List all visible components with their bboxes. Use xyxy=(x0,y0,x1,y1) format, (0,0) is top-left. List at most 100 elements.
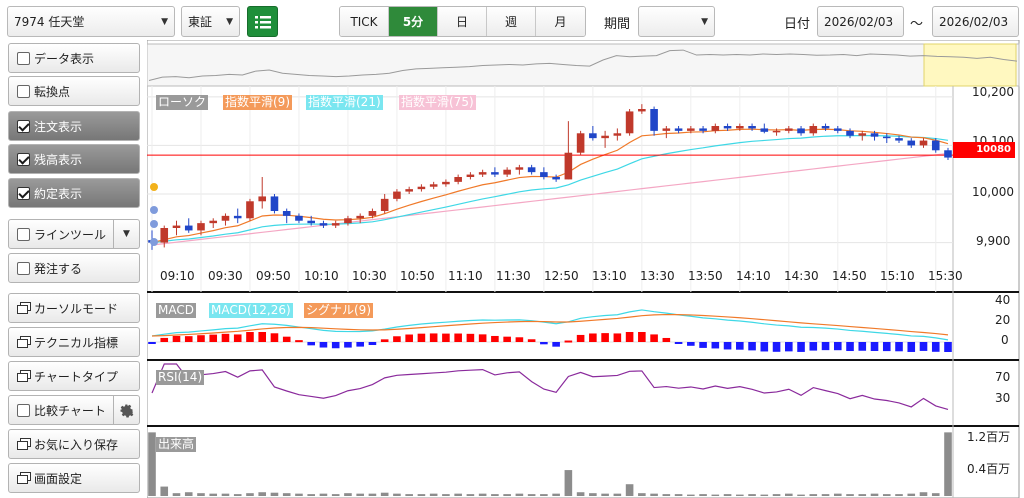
candle-body xyxy=(589,133,597,139)
candle-body xyxy=(748,126,756,129)
volume-bar xyxy=(821,494,830,496)
legend-volume: 出来高 xyxy=(156,437,197,452)
compare-chart-settings[interactable] xyxy=(113,396,139,424)
volume-bar xyxy=(907,493,916,496)
cursor-mode-button[interactable]: カーソルモード xyxy=(8,293,140,323)
candle-body xyxy=(821,126,830,129)
checkbox-icon xyxy=(17,403,30,417)
volume-bar xyxy=(552,493,560,496)
market-select[interactable]: 東証 ▼ xyxy=(181,6,240,37)
macd-histogram-bar xyxy=(380,339,389,342)
data-display-toggle[interactable]: データ表示 xyxy=(8,43,140,73)
chart-canvas[interactable] xyxy=(147,40,1023,498)
screen-settings-button[interactable]: 画面設定 xyxy=(8,463,140,493)
macd-histogram-bar xyxy=(319,342,328,348)
macd-histogram-bar xyxy=(442,333,450,342)
date-to-field[interactable]: 2026/02/03 xyxy=(932,6,1019,37)
current-price-tag: 10080 xyxy=(953,142,1015,158)
macd-histogram-bar xyxy=(258,332,267,342)
legend-ema75: 指数平滑(75) xyxy=(399,95,476,110)
candle-body xyxy=(858,133,867,136)
candle-body xyxy=(931,140,940,151)
list-view-button[interactable] xyxy=(247,6,278,37)
tab-tick[interactable]: TICK xyxy=(340,7,389,36)
compare-chart-toggle[interactable]: 比較チャート xyxy=(8,395,140,425)
volume-bar xyxy=(736,494,744,496)
macd-histogram-bar xyxy=(821,342,830,351)
candle-body xyxy=(540,172,548,177)
ema75-line xyxy=(151,152,949,246)
stock-select[interactable]: 7974 任天堂 ▼ xyxy=(7,6,175,37)
time-tick: 13:10 xyxy=(592,269,627,283)
macd-histogram-bar xyxy=(662,337,671,342)
technical-indicator-button[interactable]: テクニカル指標 xyxy=(8,327,140,357)
volume-bar xyxy=(184,492,193,496)
time-tick: 11:30 xyxy=(496,269,531,283)
macd-histogram-bar xyxy=(723,342,732,350)
line-tool-label: ラインツール xyxy=(34,227,107,242)
tab-5min[interactable]: 5分 xyxy=(389,7,438,36)
favorites-save-button[interactable]: お気に入り保存 xyxy=(8,429,140,459)
volume-bar xyxy=(601,493,609,496)
date-from-field[interactable]: 2026/02/03 xyxy=(817,6,904,37)
candle-body xyxy=(368,211,377,216)
volume-bar xyxy=(674,494,683,496)
volume-bar xyxy=(650,493,658,496)
place-order-toggle[interactable]: 発注する xyxy=(8,253,140,283)
legend-candles: ローソク xyxy=(156,95,209,110)
turning-point-label: 転換点 xyxy=(34,84,71,99)
tab-weekly[interactable]: 週 xyxy=(487,7,536,36)
candle-body xyxy=(307,220,315,224)
macd-histogram-bar xyxy=(944,342,952,352)
macd-histogram-bar xyxy=(613,333,622,342)
macd-histogram-bar xyxy=(858,342,867,351)
volume-bar xyxy=(417,494,426,496)
volume-bar xyxy=(785,493,793,496)
macd-histogram-bar xyxy=(638,332,646,342)
candle-body xyxy=(209,220,218,224)
execution-display-toggle[interactable]: 約定表示 xyxy=(8,178,140,208)
time-tick: 14:30 xyxy=(784,269,819,283)
window-icon xyxy=(17,472,31,484)
turning-point-toggle[interactable]: 転換点 xyxy=(8,76,140,106)
time-tick: 10:30 xyxy=(352,269,387,283)
volume-bar xyxy=(209,493,218,496)
candle-body xyxy=(919,140,928,146)
volume-bar xyxy=(282,493,291,496)
period-select[interactable]: ▼ xyxy=(638,6,715,37)
macd-histogram-bar xyxy=(760,342,769,352)
line-tool-toggle[interactable]: ラインツール ▼ xyxy=(8,219,140,249)
favorites-save-label: お気に入り保存 xyxy=(34,437,119,452)
macd-histogram-bar xyxy=(846,342,854,352)
macd-histogram-bar xyxy=(233,334,242,342)
chart-type-button[interactable]: チャートタイプ xyxy=(8,361,140,391)
tab-monthly[interactable]: 月 xyxy=(536,7,585,36)
volume-bar xyxy=(380,492,389,496)
volume-bar xyxy=(368,493,377,496)
candle-body xyxy=(552,177,560,180)
volume-bar xyxy=(172,493,181,496)
macd-histogram-bar xyxy=(809,342,818,351)
candle-body xyxy=(491,172,499,175)
line-tool-dropdown[interactable]: ▼ xyxy=(113,220,139,248)
execution-marker xyxy=(150,220,158,228)
volume-bar xyxy=(466,494,475,496)
candle-body xyxy=(331,223,340,226)
macd-histogram-bar xyxy=(184,336,193,342)
macd-histogram-bar xyxy=(368,342,377,346)
technical-indicator-label: テクニカル指標 xyxy=(34,335,119,350)
time-tick: 14:10 xyxy=(736,269,771,283)
candle-body xyxy=(662,128,671,131)
macd-histogram-bar xyxy=(246,332,254,342)
tab-daily[interactable]: 日 xyxy=(438,7,487,36)
volume-bar xyxy=(405,494,413,496)
order-display-toggle[interactable]: 注文表示 xyxy=(8,111,140,141)
candle-body xyxy=(564,152,573,180)
balance-display-toggle[interactable]: 残高表示 xyxy=(8,144,140,174)
checkbox-icon xyxy=(17,261,30,275)
rsi-line xyxy=(151,363,949,411)
macd-histogram-bar xyxy=(307,342,315,346)
time-tick: 11:10 xyxy=(448,269,483,283)
volume-bar xyxy=(931,493,940,496)
candle-body xyxy=(417,186,426,190)
